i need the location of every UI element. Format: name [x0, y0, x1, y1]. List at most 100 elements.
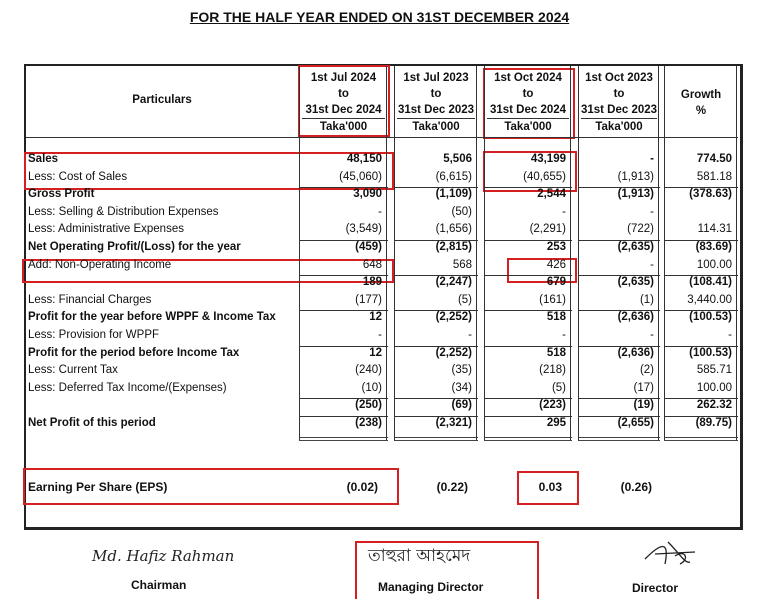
row-value: (177) [355, 293, 382, 306]
row-value: (89.75) [695, 417, 732, 429]
row-value: (1) [639, 293, 654, 306]
row-value: (2,635) [617, 241, 654, 253]
row-value: 2,544 [537, 188, 566, 201]
subtotal-rule [664, 275, 738, 277]
subtotal-rule [299, 345, 388, 347]
chairman-signature: Md. Hafiz Rahman [92, 547, 235, 565]
row-value: (19) [633, 399, 654, 412]
subtotal-rule [578, 275, 660, 277]
growth-header-unit: % [695, 105, 707, 117]
double-underline [664, 437, 738, 441]
row-value: (10) [361, 381, 382, 394]
row-value: (6,615) [435, 170, 472, 183]
director-label: Director [632, 581, 679, 595]
row-label: Less: Provision for WPPF [28, 329, 160, 341]
row-label: Less: Cost of Sales [28, 170, 128, 183]
subtotal-rule [394, 416, 478, 417]
row-label: Less: Current Tax [28, 364, 118, 377]
row-value: - [728, 329, 732, 341]
subtotal-rule [484, 398, 572, 400]
row-value: (2,636) [617, 346, 654, 359]
row-label: Net Operating Profit/(Loss) for the year [28, 241, 241, 253]
row-value: 568 [452, 258, 472, 271]
header-bottom-rule [26, 137, 738, 138]
unit-rule [302, 118, 385, 119]
row-value: (5) [457, 293, 472, 306]
row-value: (69) [451, 399, 472, 412]
row-value: (2,291) [529, 223, 566, 236]
subtotal-rule [664, 398, 738, 400]
row-label: Less: Administrative Expenses [28, 223, 184, 236]
column-header-line3: 31st Dec 2024 [305, 104, 382, 116]
row-label: Profit for the period before Income Tax [28, 346, 240, 359]
highlight-box-q2-eps [517, 471, 579, 505]
subtotal-rule [664, 240, 738, 241]
subtotal-rule [299, 240, 388, 241]
row-value: 12 [369, 346, 382, 359]
row-label: Profit for the year before WPPF & Income… [28, 311, 276, 324]
row-value: (50) [451, 205, 472, 218]
subtotal-rule [578, 310, 660, 312]
subtotal-rule [664, 187, 738, 189]
statement-title: FOR THE HALF YEAR ENDED ON 31ST DECEMBER… [189, 9, 570, 25]
row-label: Add: Non-Operating Income [28, 258, 172, 271]
row-value: 774.50 [696, 153, 732, 165]
subtotal-rule [394, 275, 478, 277]
column-unit: Taka'000 [412, 121, 460, 133]
subtotal-rule [484, 240, 572, 241]
highlight-box-managing-director [355, 541, 539, 599]
column-border [484, 66, 571, 440]
row-value: (218) [539, 364, 566, 377]
row-value: 3,440.00 [687, 293, 732, 306]
row-value: 12 [369, 311, 382, 324]
highlight-box-eps [23, 468, 399, 505]
column-header-line1: 1st Oct 2023 [585, 72, 653, 84]
row-value: 585.71 [696, 364, 732, 377]
row-value: (3,549) [345, 223, 382, 236]
row-value: 100.00 [696, 381, 732, 394]
row-value: 518 [546, 311, 566, 324]
subtotal-rule [299, 275, 388, 277]
row-value: 189 [362, 276, 382, 289]
row-value: - [378, 329, 382, 341]
managing-director-signature: তাহুরা আহমেদ [368, 546, 471, 566]
subtotal-rule [394, 187, 478, 189]
row-value: (1,913) [617, 188, 654, 201]
row-value: 518 [546, 346, 566, 359]
row-value: (1,109) [435, 188, 472, 201]
row-value: (2,321) [435, 417, 472, 429]
row-value: 48,150 [346, 153, 382, 165]
row-value: (2,252) [435, 346, 472, 359]
eps-value: (0.22) [436, 480, 468, 494]
highlight-box-q2-non-operating [507, 258, 577, 283]
unit-rule [487, 118, 569, 119]
column-header-line2: to [613, 88, 625, 100]
row-value: 679 [546, 276, 566, 289]
row-value: (378.63) [689, 188, 732, 201]
column-unit: Taka'000 [595, 121, 643, 133]
row-value: - [562, 205, 566, 218]
row-value: - [650, 153, 654, 165]
subtotal-rule [664, 310, 738, 312]
row-label: Less: Deferred Tax Income/(Expenses) [28, 381, 227, 394]
managing-director-label: Managing Director [378, 580, 484, 594]
double-underline [484, 437, 572, 441]
row-value: (240) [355, 364, 382, 377]
eps-value: (0.02) [346, 480, 378, 494]
column-header-line1: 1st Jul 2024 [310, 72, 377, 84]
double-underline [578, 437, 660, 441]
row-value: (2,635) [617, 276, 654, 289]
row-value: (5) [551, 381, 566, 394]
column-header-line1: 1st Jul 2023 [403, 72, 469, 84]
column-header-line3: 31st Dec 2024 [489, 104, 567, 116]
row-value: - [650, 258, 654, 271]
row-value: (238) [355, 417, 382, 429]
row-value: 114.31 [697, 223, 732, 236]
column-header-line3: 31st Dec 2023 [397, 104, 475, 116]
row-value: (2,636) [617, 311, 654, 324]
row-value: 262.32 [696, 399, 732, 412]
row-value: - [650, 329, 654, 341]
column-header-line2: to [338, 88, 349, 100]
highlight-box-sales [24, 152, 394, 190]
